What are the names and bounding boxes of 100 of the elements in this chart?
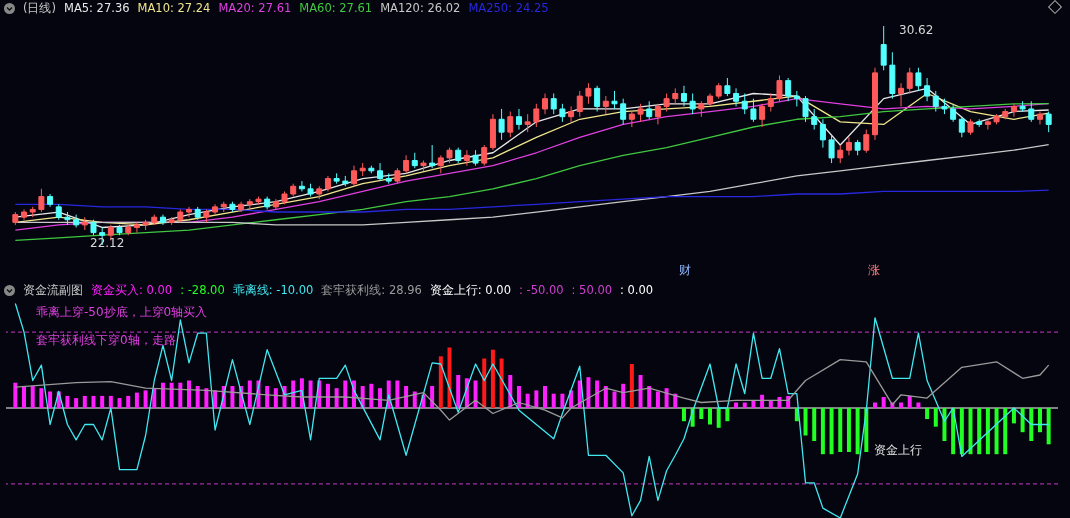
text: MA20: 27.61 xyxy=(218,1,292,15)
candlestick xyxy=(680,85,687,107)
bar xyxy=(742,402,747,408)
bar xyxy=(378,388,383,408)
candlestick xyxy=(594,85,601,113)
text: 涨 xyxy=(868,263,880,277)
bar xyxy=(994,408,999,455)
text: : -28.00 xyxy=(180,283,225,297)
candlestick xyxy=(863,129,870,154)
bar xyxy=(143,390,148,408)
chart-title: 资金流副图 xyxy=(23,282,83,298)
candlestick xyxy=(811,108,818,131)
bar xyxy=(430,386,435,408)
candlestick xyxy=(186,206,193,218)
bar xyxy=(108,395,113,408)
bar xyxy=(647,386,652,408)
bar xyxy=(812,408,817,441)
bar xyxy=(516,386,521,408)
chart-title: (日线) xyxy=(23,0,56,16)
candlestick xyxy=(611,90,618,110)
text: MA60: 27.61 xyxy=(299,1,373,15)
bar xyxy=(734,402,739,408)
candlestick xyxy=(559,103,566,123)
bar xyxy=(117,398,122,408)
bar xyxy=(30,386,35,408)
candlestick xyxy=(350,165,357,187)
bar xyxy=(456,375,461,408)
bar xyxy=(907,395,912,408)
candlestick xyxy=(802,95,809,123)
candlestick xyxy=(542,93,549,115)
bar xyxy=(438,356,443,408)
bar xyxy=(699,408,704,419)
bar xyxy=(595,380,600,408)
candlestick xyxy=(845,136,852,156)
bar xyxy=(369,383,374,408)
bar xyxy=(872,402,877,408)
candlestick xyxy=(689,93,696,115)
bar xyxy=(708,408,713,425)
bar xyxy=(925,408,930,419)
bar xyxy=(942,408,947,441)
candlestick xyxy=(741,93,748,115)
candlestick xyxy=(915,67,922,92)
candlestick xyxy=(437,154,444,174)
bar xyxy=(760,394,765,408)
bar xyxy=(1037,408,1042,433)
bar xyxy=(803,408,808,436)
bar xyxy=(195,386,200,408)
candlestick xyxy=(568,105,575,123)
bar xyxy=(820,408,825,455)
candlestick xyxy=(932,90,939,113)
candlestick xyxy=(984,118,991,131)
candlestick xyxy=(481,144,488,167)
bar xyxy=(586,377,591,408)
candlestick xyxy=(724,77,731,97)
candlestick xyxy=(950,103,957,123)
bar xyxy=(13,382,18,408)
candlestick xyxy=(403,154,410,174)
text: MA10: 27.24 xyxy=(137,1,211,15)
bar xyxy=(126,395,131,408)
candlestick xyxy=(133,221,140,234)
text: 资金上行: 0.00 xyxy=(429,282,511,298)
bar xyxy=(612,391,617,408)
text: MA5: 27.36 xyxy=(63,1,130,15)
bar xyxy=(664,388,669,408)
bar xyxy=(230,386,235,408)
annotation: 套牢获利线下穿0轴，走路 xyxy=(36,333,176,347)
text: : 50.00 xyxy=(571,283,613,297)
candlestick xyxy=(550,93,557,115)
candlestick xyxy=(898,82,905,107)
bar xyxy=(178,382,183,408)
candlestick xyxy=(880,25,887,71)
bar xyxy=(681,408,686,422)
candlestick xyxy=(828,134,835,164)
text: 套牢获利线: 28.96 xyxy=(321,282,422,298)
candlestick xyxy=(776,74,783,102)
bar xyxy=(838,408,843,452)
bar xyxy=(325,383,330,408)
annotation: 30.62 xyxy=(899,23,934,37)
candlestick xyxy=(533,103,540,128)
candlestick xyxy=(1028,100,1035,123)
bar xyxy=(134,392,139,408)
bar xyxy=(1003,408,1008,455)
bar xyxy=(629,364,634,408)
bar xyxy=(1029,408,1034,441)
candlestick xyxy=(38,188,45,213)
bar xyxy=(725,408,730,422)
bar xyxy=(846,408,851,452)
candlestick xyxy=(637,103,644,123)
bar xyxy=(65,395,70,408)
bar xyxy=(1046,408,1051,445)
candlestick xyxy=(524,113,531,133)
bar xyxy=(447,347,452,408)
bar xyxy=(482,358,487,408)
bar xyxy=(273,388,278,408)
candlestick xyxy=(958,116,965,138)
bar xyxy=(74,398,79,408)
candlestick xyxy=(767,93,774,113)
bar xyxy=(777,397,782,408)
bar xyxy=(395,380,400,408)
bar xyxy=(655,391,660,408)
